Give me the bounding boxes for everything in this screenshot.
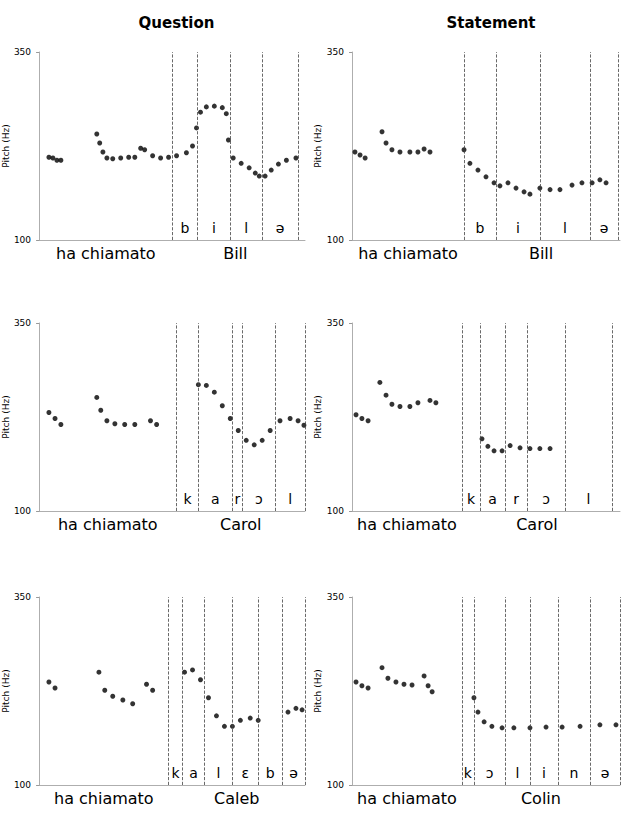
svg-text:Bill: Bill <box>223 244 247 263</box>
svg-text:ha chiamato: ha chiamato <box>54 789 154 808</box>
svg-text:ɔ: ɔ <box>486 765 494 781</box>
svg-text:l: l <box>516 765 520 781</box>
svg-text:r: r <box>513 491 519 507</box>
svg-text:Carol: Carol <box>220 515 261 534</box>
svg-text:Pitch (Hz): Pitch (Hz) <box>1 124 11 167</box>
svg-text:Pitch (Hz): Pitch (Hz) <box>1 395 11 438</box>
svg-text:ha chiamato: ha chiamato <box>56 244 156 263</box>
svg-text:Statement: Statement <box>446 14 535 32</box>
svg-text:350: 350 <box>14 318 31 328</box>
svg-text:a: a <box>488 491 497 507</box>
svg-text:Caleb: Caleb <box>214 789 259 808</box>
svg-text:i: i <box>542 765 546 781</box>
svg-text:350: 350 <box>14 47 31 57</box>
svg-text:350: 350 <box>327 318 344 328</box>
svg-text:l: l <box>216 765 220 781</box>
svg-text:100: 100 <box>14 506 31 516</box>
svg-text:l: l <box>587 491 591 507</box>
svg-text:ə: ə <box>289 765 298 781</box>
svg-text:Pitch (Hz): Pitch (Hz) <box>1 669 11 712</box>
svg-text:Pitch (Hz): Pitch (Hz) <box>313 395 323 438</box>
svg-text:100: 100 <box>14 780 31 790</box>
svg-text:Bill: Bill <box>529 244 553 263</box>
svg-text:i: i <box>516 220 520 236</box>
svg-text:100: 100 <box>14 235 31 245</box>
svg-text:ɛ: ɛ <box>242 765 250 781</box>
svg-text:l: l <box>244 220 248 236</box>
svg-text:ha chiamato: ha chiamato <box>357 515 457 534</box>
svg-text:b: b <box>476 220 485 236</box>
svg-text:n: n <box>570 765 579 781</box>
svg-text:100: 100 <box>327 780 344 790</box>
svg-text:k: k <box>171 765 180 781</box>
svg-text:Carol: Carol <box>516 515 557 534</box>
svg-text:l: l <box>288 491 292 507</box>
svg-text:ə: ə <box>601 765 610 781</box>
svg-text:350: 350 <box>327 47 344 57</box>
svg-text:r: r <box>234 491 240 507</box>
svg-text:a: a <box>189 765 198 781</box>
svg-text:l: l <box>563 220 567 236</box>
svg-text:ə: ə <box>276 220 285 236</box>
svg-text:Pitch (Hz): Pitch (Hz) <box>313 669 323 712</box>
svg-text:Pitch (Hz): Pitch (Hz) <box>313 124 323 167</box>
svg-text:ha chiamato: ha chiamato <box>358 244 458 263</box>
svg-text:Question: Question <box>139 14 215 32</box>
svg-text:ha chiamato: ha chiamato <box>58 515 158 534</box>
svg-text:i: i <box>212 220 216 236</box>
svg-text:k: k <box>467 491 476 507</box>
svg-text:350: 350 <box>327 592 344 602</box>
svg-text:k: k <box>183 491 192 507</box>
svg-text:b: b <box>266 765 275 781</box>
svg-text:100: 100 <box>327 506 344 516</box>
svg-text:ɔ: ɔ <box>255 491 263 507</box>
svg-text:ɔ: ɔ <box>542 491 550 507</box>
svg-text:k: k <box>464 765 473 781</box>
svg-text:Colin: Colin <box>521 789 561 808</box>
svg-text:100: 100 <box>327 235 344 245</box>
svg-text:350: 350 <box>14 592 31 602</box>
svg-text:a: a <box>211 491 220 507</box>
svg-text:b: b <box>181 220 190 236</box>
svg-text:ə: ə <box>600 220 609 236</box>
svg-text:ha chiamato: ha chiamato <box>357 789 457 808</box>
